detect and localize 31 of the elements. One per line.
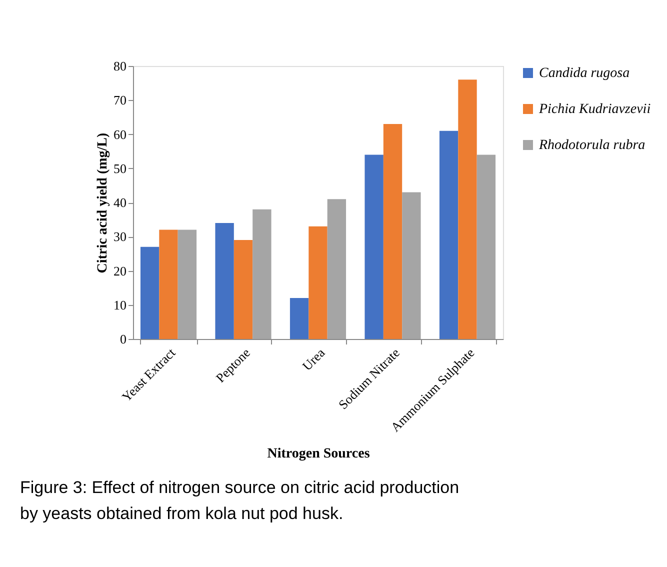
bar [458,80,477,339]
y-tick-label: 10 [114,297,126,312]
bar [476,154,496,339]
y-tick-label: 80 [114,58,126,74]
bar [178,230,197,339]
y-tick-label: 60 [114,126,126,142]
bar [364,154,384,339]
x-tick-label: Urea [299,344,328,374]
x-axis-title: Nitrogen Sources [267,446,370,462]
bar [439,130,458,339]
bar [252,209,272,339]
y-tick-label: 40 [114,195,126,210]
bar [308,226,328,339]
y-tick-label: 70 [114,92,126,108]
bar [215,222,234,339]
legend-label: Candida rugosa [539,66,630,81]
bar [327,199,346,339]
bar [402,192,421,339]
bar [140,246,160,339]
y-tick-label: 0 [120,332,126,346]
caption: Figure 3: Effect of nitrogen source on citric acid production by yeasts obtained from kola nut pod husk. [20,478,460,524]
y-tick-label: 50 [114,160,126,176]
y-axis-title: Citric acid yield (mg/L) [96,132,110,274]
bar [290,298,309,339]
bar [383,124,402,339]
bar [159,230,178,339]
y-tick-label: 30 [114,229,126,244]
legend-label: Pichia Kudriavzevii [538,102,651,117]
legend-label: Rhodotorula rubra [538,138,646,153]
bar [234,240,253,339]
y-tick-label: 20 [114,263,126,278]
